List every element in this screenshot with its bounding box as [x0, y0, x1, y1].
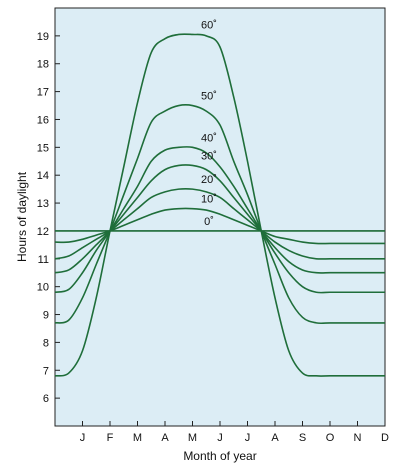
y-tick-label: 14 [37, 170, 49, 182]
x-tick-label: A [161, 432, 169, 444]
x-tick-label: A [271, 432, 279, 444]
y-tick-label: 17 [37, 87, 49, 99]
x-tick-label: F [107, 432, 114, 444]
series-label: 10˚ [201, 194, 217, 206]
series-label: 0˚ [204, 216, 214, 228]
series-label: 60˚ [201, 19, 217, 31]
x-tick-label: O [326, 432, 335, 444]
series-labels: 60˚ 50˚ 40˚ 30˚ 20˚ 10˚ 0˚ [201, 19, 217, 227]
x-tick-label: M [133, 432, 142, 444]
plot-area [54, 7, 386, 427]
y-tick-label: 13 [37, 198, 49, 210]
y-axis: 6 7 8 9 10 11 12 13 14 15 16 17 18 19 [37, 31, 60, 405]
x-axis-title: Month of year [183, 449, 256, 463]
series-label: 40˚ [201, 132, 217, 144]
y-tick-label: 7 [43, 365, 49, 377]
y-tick-label: 11 [38, 254, 49, 266]
y-tick-label: 15 [37, 142, 49, 154]
series-label: 20˚ [201, 174, 217, 186]
x-tick-label: N [354, 432, 362, 444]
y-tick-label: 9 [43, 310, 49, 322]
series-label: 30˚ [201, 150, 217, 162]
series-lines [54, 33, 385, 377]
y-tick-label: 18 [37, 59, 49, 71]
x-tick-label: J [245, 432, 251, 444]
y-tick-label: 12 [37, 226, 49, 238]
y-tick-label: 6 [43, 393, 49, 405]
x-tick-label: M [188, 432, 197, 444]
x-tick-label: S [299, 432, 306, 444]
x-tick-label: J [80, 432, 86, 444]
series-label: 50˚ [201, 91, 217, 103]
y-axis-title: Hours of daylight [15, 171, 29, 262]
y-tick-label: 16 [37, 114, 49, 126]
x-tick-label: D [381, 432, 389, 444]
y-tick-label: 10 [37, 282, 49, 294]
y-tick-label: 8 [43, 337, 49, 349]
y-tick-label: 19 [37, 31, 49, 43]
x-tick-label: J [217, 432, 223, 444]
